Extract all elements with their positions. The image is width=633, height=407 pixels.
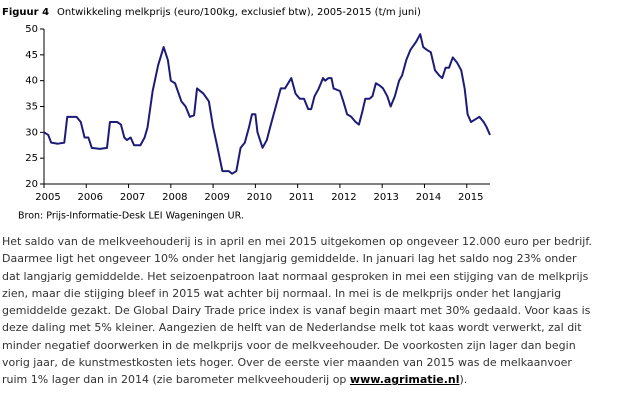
text-segment: ruim 1% lager dan in 2014 (zie barometer…: [2, 373, 350, 387]
text-line: minder negatief doorwerken in de melkpri…: [2, 338, 576, 352]
x-tick-label: 2014: [416, 192, 441, 203]
y-tick-label: 25: [25, 153, 38, 164]
source: Bron: Prijs-Informatie-Desk LEI Wagening…: [18, 211, 244, 222]
text-line: gemiddelde gezakt. De Global Dairy Trade…: [2, 304, 591, 318]
x-tick-label: 2007: [120, 192, 145, 203]
y-tick-label: 40: [25, 76, 38, 87]
paragraph: Het saldo van de melkveehouderij is in a…: [2, 233, 631, 389]
text-line: Het saldo van de melkveehouderij is in a…: [2, 235, 592, 248]
link[interactable]: www.agrimatie.nl: [349, 373, 460, 387]
x-tick-label: 2013: [373, 192, 398, 203]
price-line: [43, 33, 491, 175]
x-tick-label: 2008: [162, 192, 187, 203]
text-line: ruim 1% lager dan in 2014 (zie barometer…: [2, 371, 631, 388]
text-line: zien, maar die stijging bleef in 2015 wa…: [2, 286, 562, 300]
y-tick-label: 30: [25, 127, 38, 138]
chart-title: Ontwikkeling melkprijs (euro/100kg, excl…: [57, 7, 421, 18]
text-line: Daarmee ligt het ongeveer 10% onder het …: [2, 252, 577, 266]
y-tick-label: 50: [25, 24, 38, 35]
text-line: deze daling met 5% kleiner. Aangezien de…: [2, 321, 582, 335]
x-tick-label: 2005: [35, 192, 60, 203]
text-line: dat langjarig gemiddelde. Het seizoenpat…: [2, 269, 589, 283]
x-tick-label: 2012: [331, 192, 356, 203]
text-line: vorig jaar, de kunstmestkosten iets hoge…: [2, 356, 572, 370]
x-tick-label: 2010: [247, 192, 272, 203]
figure-label: Figuur 4: [2, 7, 49, 18]
x-tick-label: 2009: [204, 192, 229, 203]
y-tick-label: 35: [25, 102, 38, 113]
x-tick-label: 2011: [289, 192, 314, 203]
y-tick-label: 45: [25, 50, 38, 61]
text-segment: ).: [459, 373, 468, 387]
y-tick-label: 20: [25, 179, 38, 190]
x-tick-label: 2015: [458, 192, 483, 203]
x-tick-label: 2006: [78, 192, 103, 203]
chart: Figuur 4 Ontwikkeling melkprijs (euro/10…: [2, 7, 491, 222]
